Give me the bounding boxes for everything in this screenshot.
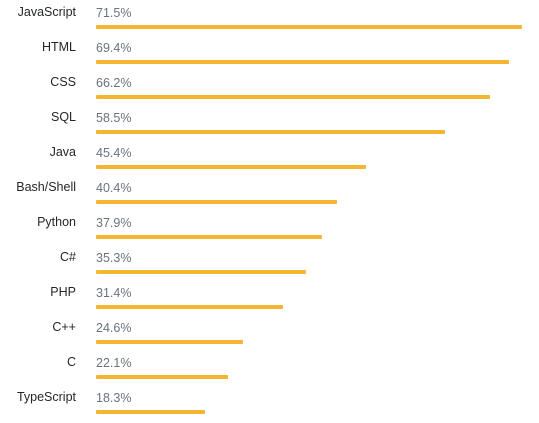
category-label: C <box>66 355 76 369</box>
bar <box>96 410 206 414</box>
bar-row: PHP 31.4% <box>0 282 539 317</box>
value-label: 71.5% <box>96 6 132 20</box>
value-label: 22.1% <box>96 356 132 370</box>
category-label: SQL <box>50 110 76 124</box>
bar-row: JavaScript 71.5% <box>0 2 539 37</box>
bar-row: Bash/Shell 40.4% <box>0 177 539 212</box>
value-label: 45.4% <box>96 146 132 160</box>
value-label: 31.4% <box>96 286 132 300</box>
bar-row: C# 35.3% <box>0 247 539 282</box>
bar <box>96 340 243 344</box>
value-label: 69.4% <box>96 41 132 55</box>
bar <box>96 375 228 379</box>
bar-row: C++ 24.6% <box>0 317 539 352</box>
bar <box>96 270 307 274</box>
category-label: HTML <box>41 40 76 54</box>
value-label: 35.3% <box>96 251 132 265</box>
bar-row: C 22.1% <box>0 352 539 387</box>
category-label: Python <box>37 215 76 229</box>
value-label: 40.4% <box>96 181 132 195</box>
bar <box>96 200 337 204</box>
category-label: CSS <box>50 75 76 89</box>
category-label: Java <box>49 145 76 159</box>
value-label: 37.9% <box>96 216 132 230</box>
category-label: JavaScript <box>17 5 76 19</box>
bar-row: CSS 66.2% <box>0 72 539 107</box>
value-label: 58.5% <box>96 111 132 125</box>
bar-row: TypeScript 18.3% <box>0 387 539 422</box>
bar-row: HTML 69.4% <box>0 37 539 72</box>
value-label: 66.2% <box>96 76 132 90</box>
bar <box>96 95 491 99</box>
bar <box>96 25 522 29</box>
category-label: PHP <box>50 285 76 299</box>
bar <box>96 130 445 134</box>
category-label: TypeScript <box>16 390 76 404</box>
bar-row: Java 45.4% <box>0 142 539 177</box>
category-label: Bash/Shell <box>16 180 76 194</box>
value-label: 24.6% <box>96 321 132 335</box>
bar-row: SQL 58.5% <box>0 107 539 142</box>
bar <box>96 305 284 309</box>
bar <box>96 235 322 239</box>
bar <box>96 60 510 64</box>
bar-row: Python 37.9% <box>0 212 539 247</box>
bar <box>96 165 367 169</box>
value-label: 18.3% <box>96 391 132 405</box>
category-label: C# <box>60 250 76 264</box>
category-label: C++ <box>52 320 76 334</box>
